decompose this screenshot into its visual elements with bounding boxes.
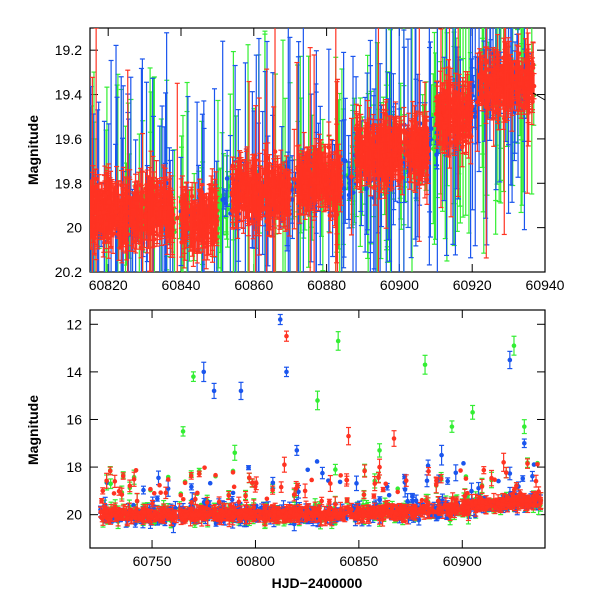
y-axis-label: Magnitude xyxy=(25,115,41,185)
data-point xyxy=(111,232,116,237)
data-point xyxy=(101,224,106,229)
data-point xyxy=(347,193,352,198)
x-tick-label: 60840 xyxy=(162,277,201,293)
data-point xyxy=(163,206,168,211)
y-tick-label: 19.6 xyxy=(55,131,82,147)
data-point xyxy=(193,203,198,208)
x-tick-label: 60860 xyxy=(234,277,273,293)
x-tick-label: 60820 xyxy=(89,277,128,293)
data-point xyxy=(119,201,124,206)
data-point xyxy=(130,215,135,220)
data-point xyxy=(91,224,96,229)
data-point xyxy=(213,200,218,205)
y-tick-label: 19.8 xyxy=(55,175,82,191)
data-point xyxy=(106,231,111,236)
top-panel: 60820 60840 60860 60880 60900 60920 60940 19.2 1… xyxy=(25,0,565,390)
data-point xyxy=(102,215,107,220)
data-point xyxy=(212,238,217,243)
data-point xyxy=(212,220,217,225)
x-tick-label: 60940 xyxy=(526,277,565,293)
x-tick-label: 60880 xyxy=(307,277,346,293)
data-point xyxy=(190,194,195,199)
data-point xyxy=(107,200,112,205)
data-point xyxy=(189,219,194,224)
data-point xyxy=(134,231,139,236)
data-point xyxy=(143,214,148,219)
data-point xyxy=(198,215,203,220)
y-tick-label: 19.4 xyxy=(55,87,82,103)
data-point xyxy=(184,225,189,230)
data-point xyxy=(102,210,107,215)
data-point xyxy=(131,227,136,232)
data-point xyxy=(222,197,227,202)
data-point xyxy=(156,202,161,207)
data-point xyxy=(169,222,174,227)
data-point xyxy=(206,225,211,230)
data-point xyxy=(180,218,185,223)
x-tick-label: 60900 xyxy=(380,277,419,293)
data-point xyxy=(225,176,230,181)
y-tick-label: 19.2 xyxy=(55,42,82,58)
data-point xyxy=(103,193,108,198)
y-tick-label: 20 xyxy=(66,220,82,236)
x-tick-label: 60920 xyxy=(453,277,492,293)
y-tick-label: 20.2 xyxy=(55,264,82,280)
data-point xyxy=(179,199,184,204)
data-point xyxy=(114,210,119,215)
data-point xyxy=(119,213,124,218)
data-point xyxy=(97,211,102,216)
data-point xyxy=(135,201,140,206)
